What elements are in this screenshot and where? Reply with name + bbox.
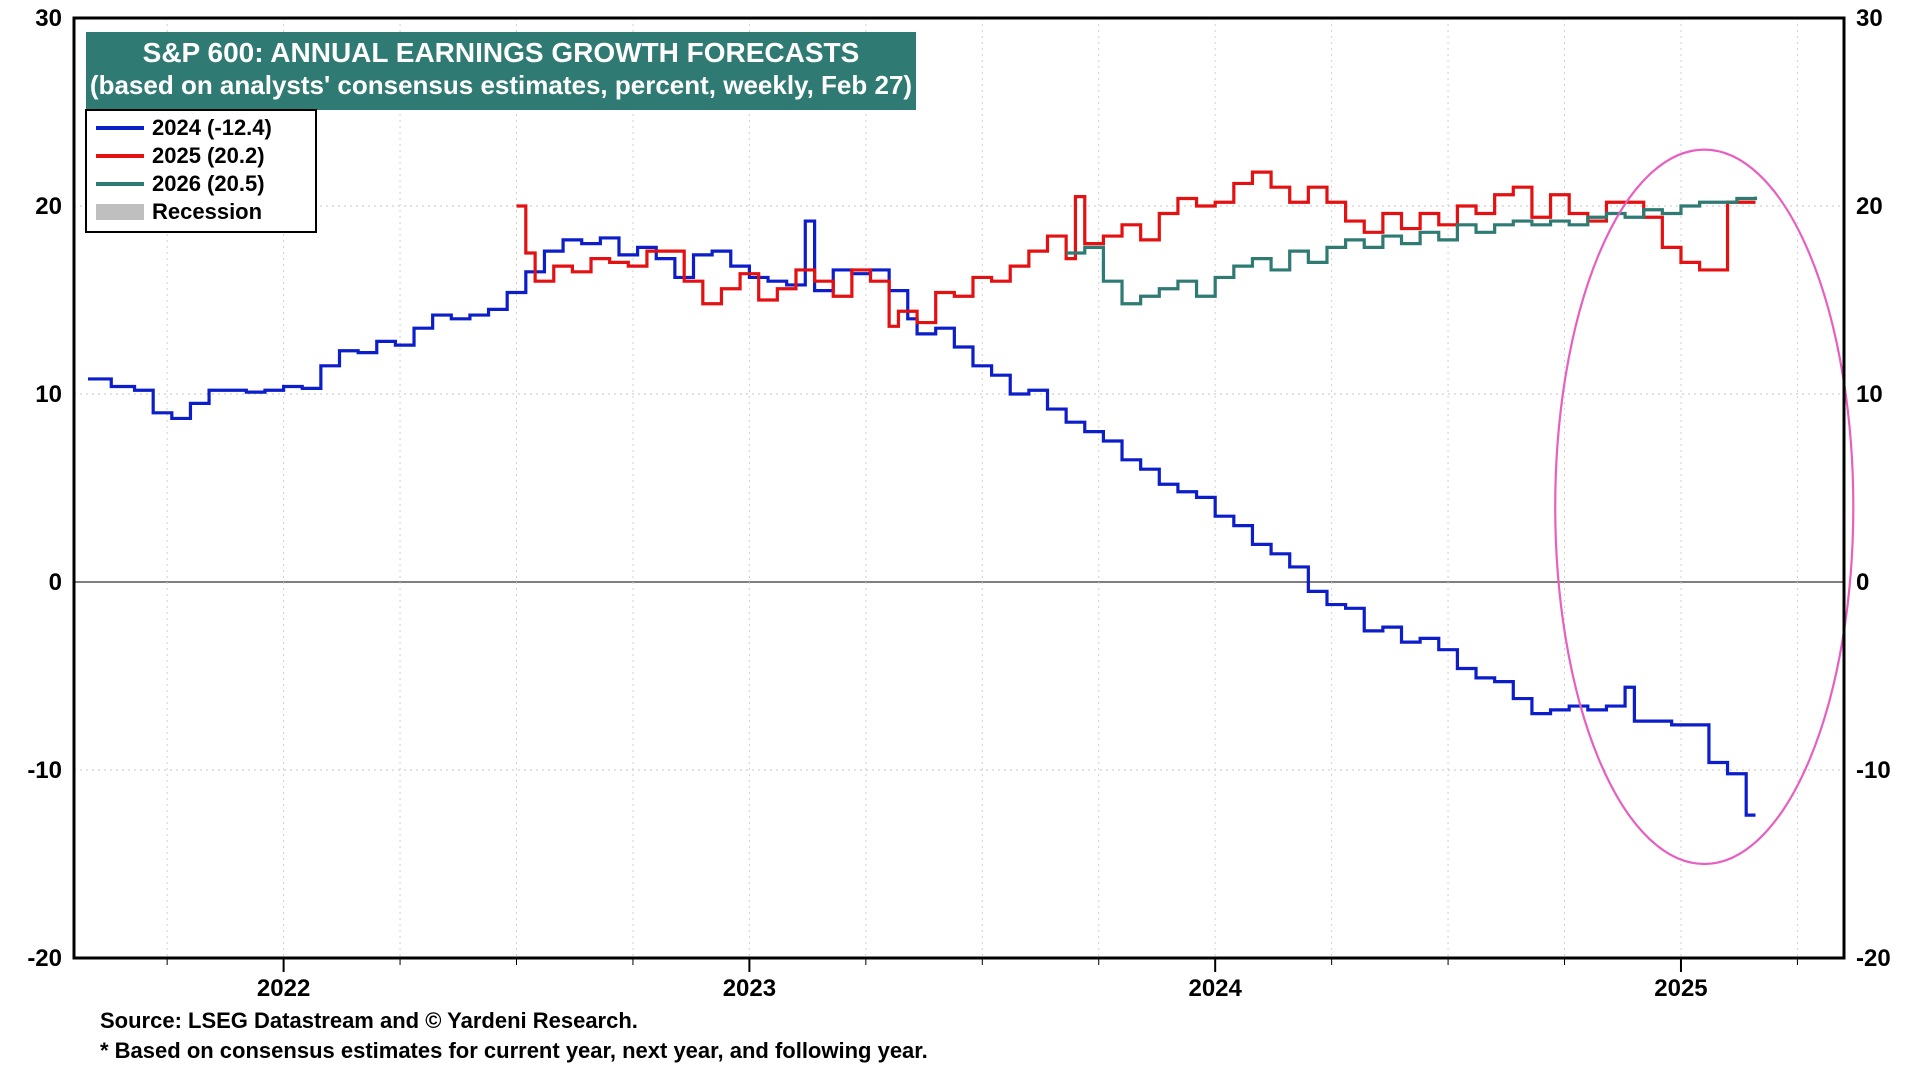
x-tick-label: 2025 (1654, 975, 1707, 1002)
y-tick-right: -20 (1856, 945, 1891, 972)
y-tick-right: -10 (1856, 757, 1891, 784)
chart-svg: -20 -20 -10 -10 0 0 10 10 20 20 30 30 2022 2023 2024 20… (0, 0, 1920, 1080)
x-tick-label: 2022 (257, 975, 310, 1002)
legend-label: Recession (152, 199, 262, 224)
chart-container: -20 -20 -10 -10 0 0 10 10 20 20 30 30 2022 2023 2024 20… (0, 0, 1920, 1080)
chart-title: S&P 600: ANNUAL EARNINGS GROWTH FORECAST… (143, 37, 860, 68)
y-tick-left: -20 (27, 945, 62, 972)
y-tick-right: 0 (1856, 569, 1869, 596)
y-tick-left: 30 (35, 5, 62, 32)
y-tick-right: 10 (1856, 381, 1883, 408)
y-tick-right: 30 (1856, 5, 1883, 32)
legend-label: 2025 (20.2) (152, 143, 265, 168)
y-tick-right: 20 (1856, 193, 1883, 220)
legend-label: 2024 (-12.4) (152, 115, 272, 140)
legend-label: 2026 (20.5) (152, 171, 265, 196)
y-tick-left: 10 (35, 381, 62, 408)
legend-swatch (96, 204, 144, 220)
x-tick-label: 2024 (1188, 975, 1242, 1002)
chart-subtitle: (based on analysts' consensus estimates,… (90, 70, 912, 100)
y-tick-left: 20 (35, 193, 62, 220)
y-tick-left: -10 (27, 757, 62, 784)
x-tick-label: 2023 (723, 975, 776, 1002)
footer-source: Source: LSEG Datastream and © Yardeni Re… (100, 1008, 638, 1033)
footer-note: * Based on consensus estimates for curre… (100, 1038, 928, 1063)
y-tick-left: 0 (49, 569, 62, 596)
